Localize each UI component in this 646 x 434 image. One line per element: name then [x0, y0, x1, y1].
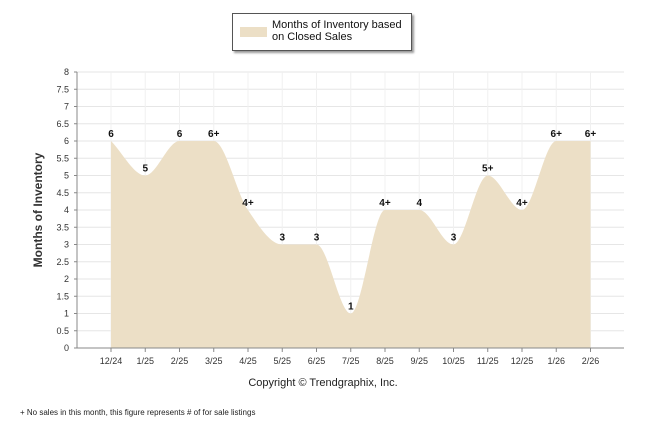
x-tick-label-6/25: 6/25 [308, 356, 326, 366]
x-tick-label-11/25: 11/25 [477, 356, 499, 366]
data-label-7/25: 1 [348, 302, 354, 313]
x-tick-label-9/25: 9/25 [410, 356, 428, 366]
data-label-11/25: 5+ [482, 164, 494, 175]
y-tick-label-4: 4 [64, 205, 69, 215]
y-tick-label-5: 5 [64, 171, 69, 181]
x-tick-label-12/24: 12/24 [100, 356, 123, 366]
data-label-12/24: 6 [108, 129, 114, 140]
x-tick-label-4/25: 4/25 [239, 356, 257, 366]
x-tick-label-3/25: 3/25 [205, 356, 223, 366]
data-label-5/25: 3 [279, 233, 285, 244]
y-tick-label-3.5: 3.5 [56, 222, 69, 232]
data-label-3/25: 6+ [208, 129, 220, 140]
y-tick-label-1: 1 [64, 309, 69, 319]
copyright-text: Copyright © Trendgraphix, Inc. [248, 377, 398, 389]
data-label-2/25: 6 [177, 129, 183, 140]
data-label-12/25: 4+ [516, 198, 528, 209]
data-label-1/26: 6+ [551, 129, 563, 140]
data-label-4/25: 4+ [242, 198, 254, 209]
data-label-9/25: 4 [416, 198, 422, 209]
data-label-10/25: 3 [451, 233, 457, 244]
x-tick-label-2/25: 2/25 [171, 356, 189, 366]
x-tick-label-1/26: 1/26 [547, 356, 565, 366]
legend-label: Months of Inventory based on Closed Sale… [272, 19, 402, 43]
y-tick-label-7: 7 [64, 102, 69, 112]
footnote-text: + No sales in this month, this figure re… [20, 408, 256, 417]
y-tick-label-2.5: 2.5 [56, 257, 69, 267]
x-tick-label-10/25: 10/25 [442, 356, 465, 366]
y-tick-label-7.5: 7.5 [56, 84, 69, 94]
data-label-6/25: 3 [314, 233, 320, 244]
y-tick-label-5.5: 5.5 [56, 153, 69, 163]
y-tick-label-3: 3 [64, 240, 69, 250]
y-tick-label-0: 0 [64, 343, 69, 353]
x-tick-label-12/25: 12/25 [511, 356, 534, 366]
data-label-8/25: 4+ [379, 198, 391, 209]
x-tick-label-1/25: 1/25 [136, 356, 154, 366]
chart-legend: Months of Inventory based on Closed Sale… [232, 13, 412, 51]
y-tick-label-8: 8 [64, 67, 69, 77]
data-label-1/25: 5 [142, 164, 148, 175]
y-tick-label-6: 6 [64, 136, 69, 146]
area-series [111, 141, 591, 348]
x-tick-label-2/26: 2/26 [582, 356, 600, 366]
x-tick-label-5/25: 5/25 [273, 356, 291, 366]
y-tick-label-6.5: 6.5 [56, 119, 69, 129]
y-tick-label-4.5: 4.5 [56, 188, 69, 198]
y-tick-label-0.5: 0.5 [56, 326, 69, 336]
y-tick-label-1.5: 1.5 [56, 291, 69, 301]
y-tick-label-2: 2 [64, 274, 69, 284]
y-axis-title: Months of Inventory [31, 152, 45, 267]
x-tick-label-7/25: 7/25 [342, 356, 360, 366]
data-label-2/26: 6+ [585, 129, 597, 140]
x-tick-label-8/25: 8/25 [376, 356, 394, 366]
legend-swatch [240, 27, 267, 37]
